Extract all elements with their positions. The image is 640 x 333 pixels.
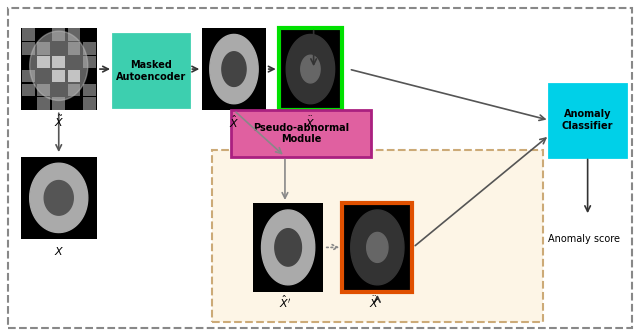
Polygon shape <box>210 34 258 104</box>
Bar <box>52 70 65 82</box>
Bar <box>37 42 50 55</box>
Bar <box>22 70 35 82</box>
Polygon shape <box>262 210 315 285</box>
Bar <box>37 70 50 82</box>
Text: Pseudo-abnormal
Module: Pseudo-abnormal Module <box>253 123 349 144</box>
Bar <box>68 42 81 55</box>
Text: $\tilde{X}$: $\tilde{X}$ <box>54 114 64 130</box>
Polygon shape <box>44 180 73 215</box>
FancyBboxPatch shape <box>549 84 626 157</box>
Bar <box>52 42 65 55</box>
FancyBboxPatch shape <box>253 203 323 292</box>
FancyBboxPatch shape <box>212 150 543 322</box>
Bar <box>22 42 35 55</box>
Text: Anomaly
Classifier: Anomaly Classifier <box>562 110 613 131</box>
FancyBboxPatch shape <box>278 28 342 110</box>
Bar <box>37 28 50 41</box>
Text: $\ddot{X}$: $\ddot{X}$ <box>305 114 316 130</box>
Bar <box>68 56 81 68</box>
Text: Masked
Autoencoder: Masked Autoencoder <box>116 60 186 82</box>
Polygon shape <box>301 55 320 83</box>
Bar <box>52 56 65 68</box>
Bar <box>22 84 35 96</box>
Bar <box>83 56 96 68</box>
Bar <box>68 97 81 110</box>
Text: $X$: $X$ <box>54 245 64 257</box>
Text: $\hat{X}'$: $\hat{X}'$ <box>279 294 291 310</box>
FancyBboxPatch shape <box>342 203 412 292</box>
Text: $\ddot{X}$: $\ddot{X}$ <box>369 294 380 310</box>
Bar <box>68 84 81 96</box>
Bar <box>22 56 35 68</box>
Bar <box>83 28 96 41</box>
Bar <box>22 28 35 41</box>
FancyBboxPatch shape <box>202 28 266 110</box>
Bar <box>83 70 96 82</box>
Polygon shape <box>275 229 301 266</box>
Bar <box>37 84 50 96</box>
Bar <box>83 97 96 110</box>
Bar <box>52 84 65 96</box>
Polygon shape <box>351 210 404 285</box>
Bar <box>37 56 50 68</box>
Bar <box>68 28 81 41</box>
Bar <box>37 97 50 110</box>
Text: Anomaly score: Anomaly score <box>548 234 620 244</box>
Polygon shape <box>367 232 388 262</box>
FancyBboxPatch shape <box>20 157 97 239</box>
Text: $\hat{X}$: $\hat{X}$ <box>229 114 239 130</box>
FancyBboxPatch shape <box>20 28 97 110</box>
Bar <box>22 97 35 110</box>
Polygon shape <box>286 34 335 104</box>
FancyBboxPatch shape <box>113 34 189 107</box>
Bar <box>83 42 96 55</box>
Polygon shape <box>29 163 88 232</box>
Polygon shape <box>29 31 88 101</box>
Bar <box>83 84 96 96</box>
Polygon shape <box>222 52 246 87</box>
Bar <box>52 28 65 41</box>
FancyBboxPatch shape <box>231 110 371 157</box>
Bar <box>52 97 65 110</box>
Bar <box>68 70 81 82</box>
